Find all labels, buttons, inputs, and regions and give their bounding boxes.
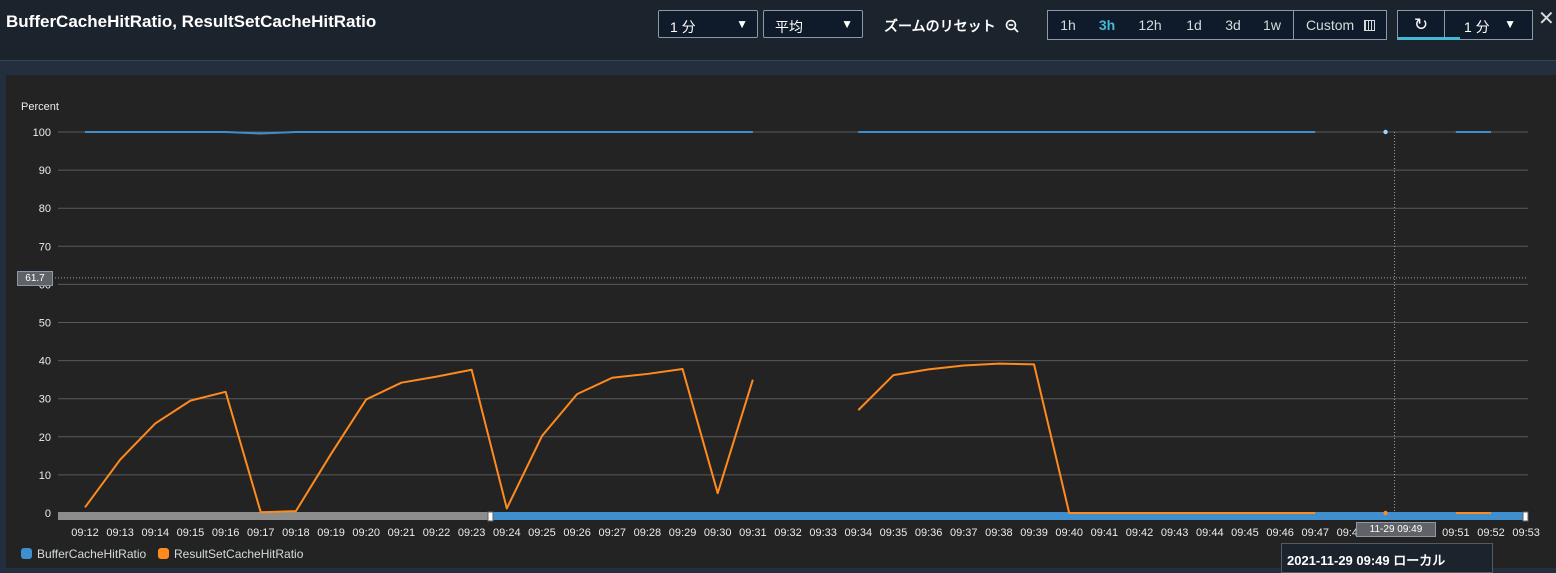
- time-range-selector: 1h 3h 12h 1d 3d 1w Custom: [1047, 10, 1387, 40]
- statistic-value: 平均: [775, 19, 803, 35]
- data-point-buffercachehitratio: [1383, 129, 1388, 135]
- x-tick-label: 09:32: [774, 527, 802, 539]
- range-1h-button[interactable]: 1h: [1060, 17, 1076, 33]
- x-tick-label: 09:52: [1477, 527, 1505, 539]
- x-tick-label: 09:19: [317, 527, 345, 539]
- x-tick-label: 09:39: [1020, 527, 1048, 539]
- range-3h-button[interactable]: 3h: [1098, 17, 1116, 33]
- range-1d-button[interactable]: 1d: [1186, 17, 1202, 33]
- x-tick-label: 09:45: [1231, 527, 1259, 539]
- range-custom-label: Custom: [1305, 17, 1355, 33]
- series-line-resultsetcachehitratio: [84, 367, 754, 514]
- x-tick-label: 09:33: [809, 527, 837, 539]
- x-tick-label: 09:13: [106, 527, 134, 539]
- legend-item-buffercachehitratio[interactable]: BufferCacheHitRatio: [21, 547, 146, 561]
- statistic-dropdown[interactable]: 平均 ▼: [763, 10, 863, 38]
- x-tick-label: 09:51: [1442, 527, 1470, 539]
- overview-bar-selected: [490, 512, 1528, 520]
- series-line-resultsetcachehitratio: [857, 362, 1316, 514]
- zoom-out-icon: [1005, 18, 1020, 34]
- x-tick-label: 09:38: [985, 527, 1013, 539]
- x-tick-label: 09:15: [177, 527, 205, 539]
- refresh-interval-dropdown[interactable]: 1 分: [1464, 19, 1490, 35]
- y-tick-label: 10: [39, 470, 51, 482]
- legend-swatch: [21, 548, 32, 559]
- x-tick-label: 09:23: [458, 527, 486, 539]
- overview-bar-unselected: [58, 512, 490, 520]
- period-dropdown[interactable]: 1 分 ▼: [658, 10, 758, 38]
- chart-panel: [6, 75, 1556, 568]
- x-tick-label: 09:12: [71, 527, 99, 539]
- overview-handle-right: [1522, 511, 1529, 522]
- chevron-down-icon: ▼: [841, 17, 853, 31]
- y-tick-label: 0: [45, 508, 51, 520]
- range-1w-button[interactable]: 1w: [1263, 17, 1281, 33]
- x-tick-label: 09:21: [388, 527, 416, 539]
- data-point-resultsetcachehitratio: [1383, 510, 1388, 516]
- x-tick-label: 09:20: [352, 527, 380, 539]
- period-value: 1 分: [670, 19, 696, 35]
- chevron-down-icon: ▼: [736, 17, 748, 31]
- x-tick-label: 09:17: [247, 527, 275, 539]
- legend-item-resultsetcachehitratio[interactable]: ResultSetCacheHitRatio: [158, 547, 303, 561]
- x-tick-label: 09:16: [212, 527, 240, 539]
- y-tick-label: 20: [39, 432, 51, 444]
- x-tick-label: 09:43: [1161, 527, 1189, 539]
- chart-title: BufferCacheHitRatio, ResultSetCacheHitRa…: [6, 12, 377, 31]
- chevron-down-icon: ▼: [1504, 17, 1516, 31]
- crosshair-x-label: 11-29 09:49: [1356, 522, 1436, 537]
- x-tick-label: 09:28: [634, 527, 662, 539]
- x-tick-label: 09:41: [1091, 527, 1119, 539]
- x-tick-label: 09:35: [880, 527, 908, 539]
- y-tick-label: 90: [39, 165, 51, 177]
- x-tick-label: 09:25: [528, 527, 556, 539]
- x-tick-label: 09:47: [1301, 527, 1329, 539]
- zoom-reset-button[interactable]: ズームのリセット: [884, 16, 1020, 36]
- y-tick-label: 80: [39, 203, 51, 215]
- x-tick-label: 09:30: [704, 527, 732, 539]
- refresh-button[interactable]: ↻: [1398, 11, 1445, 39]
- x-tick-label: 09:34: [845, 527, 873, 539]
- range-custom-button[interactable]: Custom: [1293, 11, 1387, 39]
- x-tick-label: 09:37: [950, 527, 978, 539]
- overview-handle-left: [487, 511, 494, 522]
- x-tick-label: 09:36: [915, 527, 943, 539]
- x-tick-label: 09:29: [669, 527, 697, 539]
- close-icon[interactable]: ✕: [1538, 8, 1555, 30]
- range-3d-button[interactable]: 3d: [1225, 17, 1241, 33]
- refresh-active-indicator: [1398, 37, 1460, 40]
- x-tick-label: 09:24: [493, 527, 521, 539]
- range-12h-button[interactable]: 12h: [1138, 17, 1162, 33]
- x-tick-label: 09:26: [563, 527, 591, 539]
- y-tick-label: 50: [39, 318, 51, 330]
- y-tick-label: 100: [33, 127, 51, 139]
- zoom-reset-label: ズームのリセット: [884, 18, 996, 34]
- y-tick-label: 70: [39, 241, 51, 253]
- legend-label: ResultSetCacheHitRatio: [174, 547, 304, 561]
- tooltip-box: 2021-11-29 09:49 ローカル: [1281, 543, 1493, 573]
- x-tick-label: 09:46: [1266, 527, 1294, 539]
- y-tick-label: 30: [39, 394, 51, 406]
- x-tick-label: 09:14: [142, 527, 170, 539]
- widget-header: BufferCacheHitRatio, ResultSetCacheHitRa…: [0, 0, 1556, 61]
- legend-label: BufferCacheHitRatio: [37, 547, 147, 561]
- series-line-buffercachehitratio: [85, 131, 753, 135]
- refresh-control: ↻ 1 分 ▼: [1397, 10, 1533, 40]
- x-tick-label: 09:31: [739, 527, 767, 539]
- x-tick-label: 09:44: [1196, 527, 1224, 539]
- y-axis-label: Percent: [21, 101, 59, 113]
- crosshair-y-label: 61.7: [17, 271, 53, 286]
- x-tick-label: 09:40: [1055, 527, 1083, 539]
- legend-swatch: [158, 548, 169, 559]
- x-tick-label: 09:27: [598, 527, 626, 539]
- refresh-icon: ↻: [1413, 15, 1429, 34]
- x-tick-label: 09:53: [1512, 527, 1540, 539]
- x-tick-label: 09:18: [282, 527, 310, 539]
- y-tick-label: 40: [39, 356, 51, 368]
- x-tick-label: 09:42: [1126, 527, 1154, 539]
- x-tick-label: 09:22: [423, 527, 451, 539]
- calendar-icon: [1364, 20, 1376, 31]
